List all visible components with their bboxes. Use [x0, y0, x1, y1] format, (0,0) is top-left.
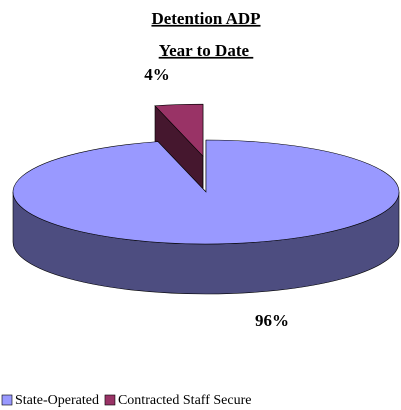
legend-swatch: [104, 394, 116, 406]
data-label: 96%: [255, 311, 289, 330]
legend-label: State-Operated: [15, 393, 99, 408]
chart-title: Detention ADP: [151, 9, 260, 28]
slice: [154, 103, 204, 157]
data-label: 4%: [144, 65, 170, 84]
legend-label: Contracted Staff Secure: [118, 393, 251, 408]
slice: [12, 139, 400, 245]
chart-subtitle: Year to Date: [159, 41, 254, 60]
legend-swatch: [1, 394, 13, 406]
